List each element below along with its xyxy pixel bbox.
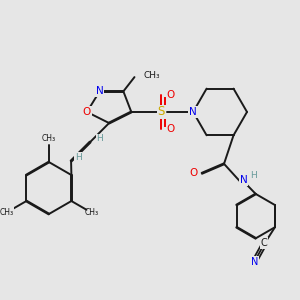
Text: CH₃: CH₃ xyxy=(42,134,56,143)
Text: CH₃: CH₃ xyxy=(143,71,160,80)
Text: H: H xyxy=(250,171,256,180)
Text: N: N xyxy=(240,175,248,185)
Text: CH₃: CH₃ xyxy=(84,208,98,217)
Text: O: O xyxy=(190,168,198,178)
Text: N: N xyxy=(189,107,197,117)
Text: H: H xyxy=(75,153,81,162)
Text: O: O xyxy=(83,107,91,117)
Text: H: H xyxy=(96,134,103,143)
Text: S: S xyxy=(158,106,165,118)
Text: N: N xyxy=(250,257,258,267)
Text: CH₃: CH₃ xyxy=(0,208,14,217)
Text: O: O xyxy=(167,89,175,100)
Text: O: O xyxy=(167,124,175,134)
Text: C: C xyxy=(260,238,267,248)
Text: N: N xyxy=(96,86,104,96)
